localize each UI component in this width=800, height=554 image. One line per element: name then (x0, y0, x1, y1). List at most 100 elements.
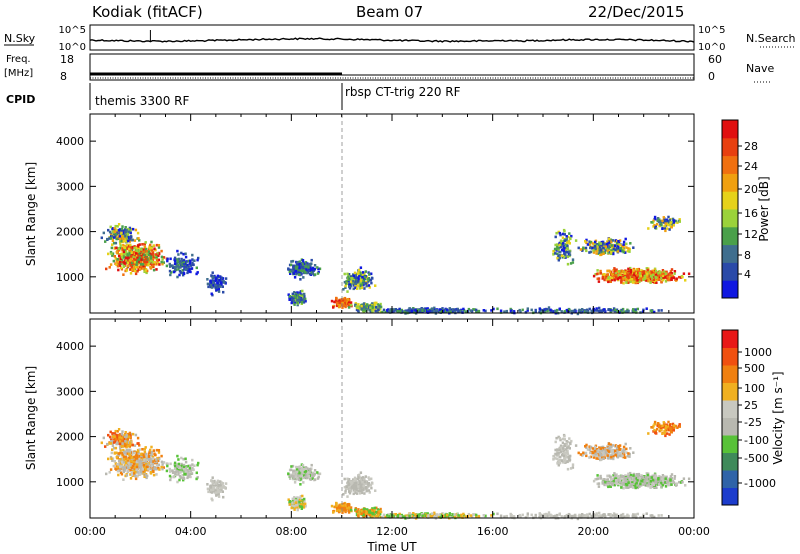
velocity-cell (130, 456, 133, 459)
velocity-cell (464, 515, 467, 518)
power-cell (620, 244, 624, 248)
power-cell (621, 307, 625, 311)
velocity-cell (336, 506, 339, 510)
velocity-cell (313, 473, 316, 476)
velocity-cell (112, 446, 116, 450)
power-cell (348, 300, 351, 304)
power-cell (354, 274, 357, 277)
velocity-cell (122, 448, 125, 452)
power-cell (357, 280, 360, 283)
nsearch-label: N.Search (746, 32, 796, 45)
velocity-cell (113, 435, 116, 438)
power-cell (174, 267, 177, 270)
power-cell (111, 243, 114, 246)
velocity-cell (338, 509, 342, 512)
velocity-cell (122, 444, 125, 448)
power-cell (549, 310, 552, 314)
power-cell (133, 254, 136, 258)
velocity-cell (160, 460, 164, 464)
velocity-cell (420, 515, 423, 519)
power-cell (623, 272, 627, 275)
velocity-cell (288, 503, 291, 506)
velocity-cell (129, 441, 132, 444)
velocity-cell (347, 478, 351, 481)
cpid-program-1: themis 3300 RF (95, 94, 189, 108)
power-cell (601, 276, 605, 279)
power-cell (678, 220, 681, 223)
velocity-cell (130, 432, 133, 436)
power-cell (141, 243, 144, 246)
power-cell (568, 253, 572, 257)
power-cell (619, 309, 622, 313)
velocity-cell (134, 433, 138, 437)
power-cell (118, 249, 121, 252)
velocity-cell (142, 463, 146, 467)
power-cell (666, 221, 670, 224)
power-cell (206, 278, 209, 281)
power-cell (563, 233, 566, 236)
power-cell (595, 252, 598, 255)
power-cell (127, 247, 131, 251)
velocity-cell (133, 455, 136, 459)
power-cell (352, 284, 356, 287)
power-cell (556, 243, 559, 246)
velocity-cell (341, 508, 344, 512)
power-cell (599, 248, 602, 252)
power-cell (598, 251, 601, 254)
velocity-cell (158, 457, 161, 461)
power-cell (316, 266, 319, 269)
velocity-cell (161, 467, 164, 471)
power-cell (652, 278, 656, 281)
power-cell (593, 245, 597, 248)
power-cell (682, 272, 686, 275)
velocity-cell (392, 514, 395, 518)
velocity-cell (124, 461, 128, 465)
velocity-cell (363, 510, 366, 514)
power-cell (596, 245, 600, 249)
velocity-cell (115, 442, 118, 446)
power-cell (122, 239, 125, 243)
power-cell (658, 271, 661, 275)
power-cell (642, 274, 645, 277)
power-cell (150, 259, 153, 263)
power-cell (612, 274, 616, 278)
power-cell (628, 247, 631, 251)
power-cell (598, 241, 601, 244)
power-cell (177, 266, 181, 269)
velocity-cell (173, 464, 177, 468)
power-cell (355, 272, 358, 276)
power-cell (146, 269, 149, 273)
velocity-cell (174, 470, 177, 474)
power-cell (129, 272, 133, 275)
velocity-cell (298, 465, 301, 468)
velocity-cell (191, 458, 194, 462)
power-cell (137, 258, 140, 262)
velocity-cell (182, 478, 185, 482)
power-cell (649, 277, 653, 281)
power-cell (125, 243, 128, 247)
power-cell (128, 240, 131, 243)
power-cell (534, 310, 537, 314)
power-cell (670, 271, 673, 275)
velocity-cell (110, 440, 113, 443)
velocity-cell (125, 466, 128, 470)
power-cell (347, 273, 351, 276)
power-cell (137, 254, 140, 258)
velocity-cell (109, 442, 113, 445)
power-cell (635, 276, 638, 280)
velocity-cell (356, 512, 360, 516)
power-cell (130, 266, 133, 269)
power-cell (122, 243, 125, 247)
velocity-cell (121, 461, 124, 464)
power-cell (555, 231, 558, 235)
velocity-cell (118, 459, 121, 463)
velocity-cell (120, 472, 124, 476)
power-cell (563, 229, 566, 233)
power-cell (558, 243, 561, 247)
power-cell (554, 243, 557, 247)
power-cell (484, 309, 487, 313)
power-cell (107, 252, 110, 256)
power-cell (302, 301, 306, 304)
velocity-cell (135, 468, 138, 471)
freq-panel-frame (89, 53, 695, 81)
